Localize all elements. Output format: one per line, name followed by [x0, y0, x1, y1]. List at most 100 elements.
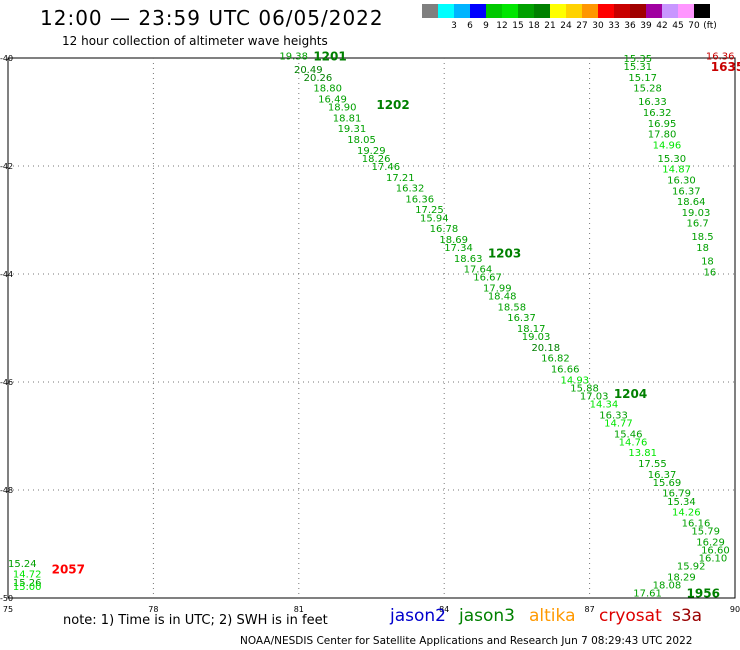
swh-value-label: 20.26 [304, 73, 333, 84]
lat-tick-label: -50 [0, 594, 13, 603]
swh-value-label: 17.64 [464, 265, 493, 276]
swh-value-label: 16.10 [699, 554, 728, 565]
scale-swatch [662, 4, 678, 18]
swh-value-label: 16.66 [551, 365, 580, 376]
swh-value-label: 15.88 [570, 383, 599, 394]
swh-value-label: 15.79 [691, 527, 720, 538]
swh-value-label: 16.49 [318, 95, 347, 106]
scale-label: 42 [656, 21, 668, 31]
swh-value-label: 13.81 [628, 448, 657, 459]
swh-value-label: 16.33 [599, 410, 628, 421]
satellite-legend-item: jason2 [390, 606, 446, 626]
swh-value-label: 15.34 [667, 497, 696, 508]
scale-label: 70 [688, 21, 700, 31]
swh-value-label: 18.29 [667, 572, 696, 583]
satellite-legend-item: cryosat [599, 606, 662, 626]
footer-credit: NOAA/NESDIS Center for Satellite Applica… [240, 635, 693, 647]
swh-value-label: 17.99 [483, 284, 512, 295]
swh-value-label: 14.34 [590, 400, 619, 411]
pass-time-label: 2057 [52, 562, 85, 576]
scale-swatch [598, 4, 614, 18]
scale-swatch [470, 4, 486, 18]
satellite-legend-item: altika [529, 606, 576, 626]
swh-value-label: 18.5 [691, 232, 713, 243]
swh-value-label: 15.00 [13, 582, 42, 593]
scale-swatch [678, 4, 694, 18]
lon-tick-label: 78 [148, 605, 158, 614]
lat-tick-label: -44 [0, 270, 13, 279]
swh-value-label: 15.94 [420, 213, 449, 224]
swh-value-label: 18.48 [488, 292, 517, 303]
swh-value-label: 16.29 [696, 537, 725, 548]
swh-value-label: 16.78 [430, 224, 459, 235]
swh-value-label: 16.79 [662, 489, 691, 500]
swh-value-label: 14.96 [653, 140, 682, 151]
scale-swatch [646, 4, 662, 18]
scale-swatch [438, 4, 454, 18]
scale-label: 15 [512, 21, 524, 31]
pass-time-label: 1203 [488, 246, 521, 260]
pass-time-label: 1635 [711, 60, 740, 74]
page-subtitle: 12 hour collection of altimeter wave hei… [62, 34, 328, 48]
swh-value-label: 15.31 [624, 62, 653, 73]
swh-value-label: 18.69 [439, 235, 468, 246]
swh-value-label: 18.63 [454, 254, 483, 265]
swh-value-label: 18 [696, 243, 709, 254]
swh-value-label: 16.95 [648, 119, 677, 130]
swh-value-label: 16 [703, 267, 716, 278]
scale-swatch [550, 4, 566, 18]
map-frame [7, 57, 736, 599]
scale-swatch [422, 4, 438, 18]
swh-value-label: 18.58 [498, 302, 527, 313]
lon-tick-label: 75 [3, 605, 13, 614]
lon-tick-label: 84 [439, 605, 449, 614]
swh-value-label: 17.21 [386, 173, 415, 184]
swh-value-label: 17.03 [580, 392, 609, 403]
swh-value-label: 19.03 [682, 208, 711, 219]
swh-value-label: 17.61 [633, 589, 662, 600]
swh-value-label: 18.80 [313, 84, 342, 95]
scale-label: 36 [624, 21, 636, 31]
pass-time-label: 1201 [313, 49, 346, 63]
scale-swatch [534, 4, 550, 18]
scale-label: 45 [672, 21, 684, 31]
swh-value-label: 16.30 [667, 176, 696, 187]
swh-value-label: 16.67 [473, 273, 502, 284]
swh-value-label: 14.72 [13, 570, 42, 581]
scale-unit: (ft) [703, 21, 717, 31]
scale-swatch [518, 4, 534, 18]
pass-time-label: 1956 [687, 587, 720, 601]
swh-value-label: 19.31 [338, 124, 367, 135]
swh-value-label: 15.24 [8, 559, 37, 570]
scale-label: 12 [496, 21, 508, 31]
lon-tick-label: 81 [294, 605, 304, 614]
scale-label: 39 [640, 21, 652, 31]
scale-label: 30 [592, 21, 604, 31]
scale-swatch [582, 4, 598, 18]
swh-value-label: 19.38 [279, 51, 308, 62]
swh-value-label: 17.55 [638, 459, 667, 470]
lat-tick-label: -48 [0, 486, 13, 495]
swh-value-label: 18 [701, 257, 714, 268]
swh-value-label: 19.03 [522, 332, 551, 343]
lat-tick-label: -46 [0, 378, 13, 387]
swh-value-label: 16.33 [638, 97, 667, 108]
swh-value-label: 14.77 [604, 419, 633, 430]
scale-swatch [454, 4, 470, 18]
swh-value-label: 16.60 [701, 545, 730, 556]
page-title: 12:00 — 23:59 UTC 06/05/2022 [40, 6, 384, 30]
lat-tick-label: -40 [0, 54, 13, 63]
scale-label: 21 [544, 21, 556, 31]
swh-value-label: 20.18 [531, 343, 560, 354]
swh-value-label: 16.37 [672, 186, 701, 197]
note-text: note: 1) Time is in UTC; 2) SWH is in fe… [63, 613, 328, 628]
scale-label: 3 [451, 21, 457, 31]
satellite-legend-item: jason3 [459, 606, 515, 626]
swh-value-label: 18.90 [328, 103, 357, 114]
lon-tick-label: 87 [585, 605, 595, 614]
scale-label: 6 [467, 21, 473, 31]
scale-label: 27 [576, 21, 588, 31]
swh-value-label: 17.34 [444, 243, 473, 254]
swh-value-label: 19.29 [357, 146, 386, 157]
